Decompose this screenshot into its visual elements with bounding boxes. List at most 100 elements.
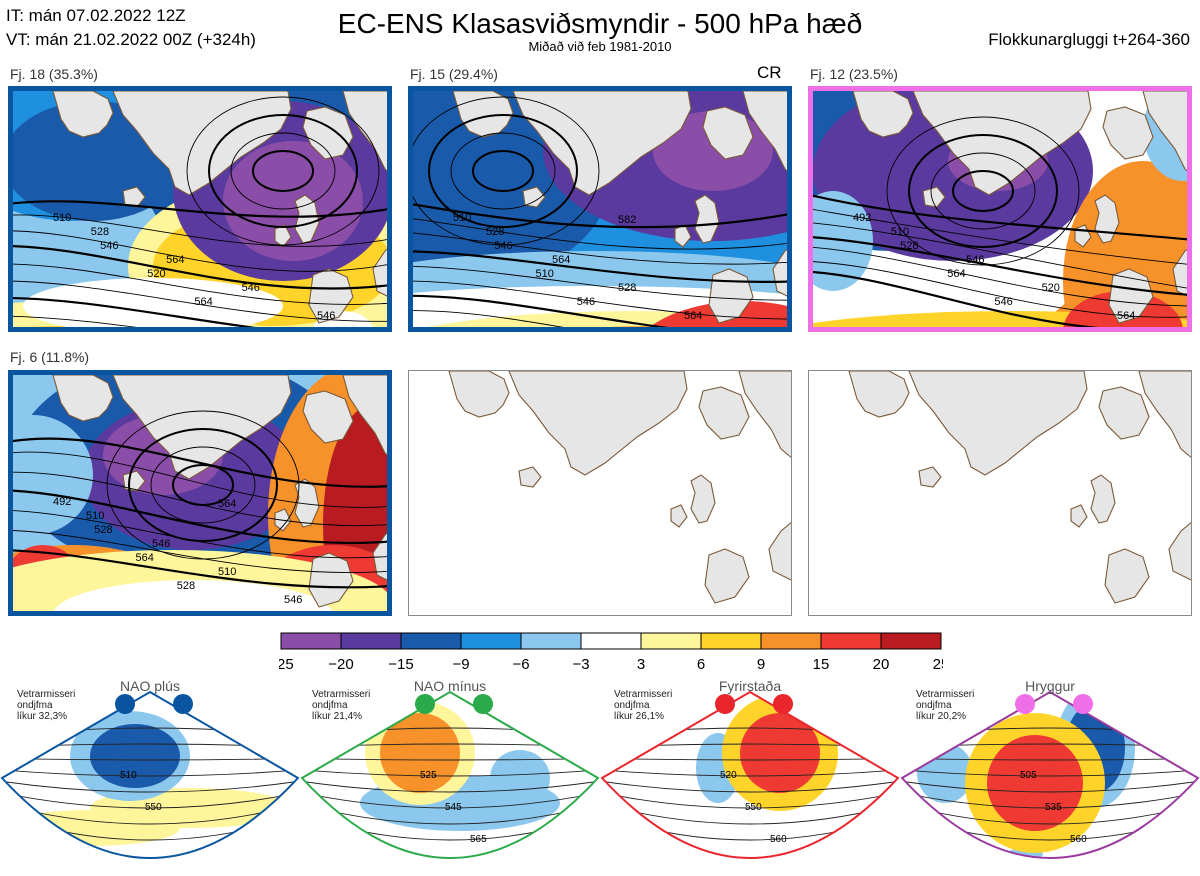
land-shape (452, 91, 514, 138)
regime-contour-label: 505 (1020, 770, 1037, 781)
land-shape (1168, 521, 1191, 581)
regime-contour-label: 535 (1045, 802, 1062, 813)
land-shape (922, 186, 946, 208)
contour-label: 546 (494, 240, 512, 252)
colorbar-tick-label: −20 (328, 656, 353, 673)
low-contour (208, 114, 358, 228)
land-shape (342, 91, 387, 172)
height-contour (813, 236, 1187, 296)
low-contour (128, 428, 278, 542)
anomaly-area (53, 580, 333, 611)
regime-contour-label: 565 (470, 834, 487, 845)
anomaly-area (223, 141, 363, 261)
land-shape (694, 194, 720, 244)
colorbar-tick-label: 9 (757, 656, 765, 673)
cluster-label-4: Fj. 6 (11.8%) (10, 349, 90, 365)
low-contour (172, 464, 234, 506)
land-shape (704, 548, 750, 604)
colorbar-tick-label: 20 (873, 656, 890, 673)
contour-label: 520 (147, 268, 165, 280)
land-shape (52, 91, 114, 138)
height-contour (13, 214, 387, 247)
land-shape (908, 371, 1088, 476)
colorbar-bin (700, 632, 762, 650)
land-shape (122, 186, 146, 208)
regime-probability: líkur 32,3% (17, 711, 68, 722)
height-contour (413, 250, 787, 283)
regime-nao-plus: NAO plús Vetrarmisseri ondjfma líkur 32,… (0, 678, 300, 871)
regime-contour (902, 767, 1198, 777)
regime-contour-label: 550 (745, 802, 762, 813)
land-shape (302, 390, 354, 444)
initial-time: IT: mán 07.02.2022 12Z (6, 6, 186, 25)
regime-title: Hryggur (1025, 678, 1075, 694)
contour-label: 564 (947, 268, 965, 280)
height-contour (13, 530, 387, 573)
contour-label: 510 (536, 268, 554, 280)
land-shape (698, 386, 750, 440)
regime-contour (602, 787, 898, 809)
contour-label: 564 (218, 498, 236, 510)
height-contour (13, 489, 387, 545)
land-shape (448, 371, 510, 418)
height-contour (13, 263, 387, 305)
height-contour (413, 265, 787, 301)
regime-contour-label: 550 (145, 802, 162, 813)
contour-label: 492 (53, 496, 71, 508)
height-contour (413, 310, 565, 327)
low-contour (952, 170, 1014, 212)
regime-contour-label: 520 (720, 770, 737, 781)
cr-label: CR (757, 63, 782, 82)
regime-dot (173, 694, 193, 714)
land-shape (1138, 371, 1191, 459)
low-contour (886, 116, 1080, 266)
regime-anomaly (380, 713, 460, 793)
regime-title: Fyrirstaða (718, 678, 782, 694)
regime-dot (1073, 694, 1093, 714)
low-contour (450, 132, 556, 210)
contour-label: 492 (853, 212, 871, 224)
anomaly-colorbar: −25 −20 −15 −9 −6 −3 3 6 9 15 20 25 (268, 632, 949, 678)
land-shape (512, 91, 692, 196)
regime-title: NAO mínus (413, 678, 487, 694)
regime-contour-label: 560 (770, 834, 787, 845)
cluster-map-1: 510 528 546 564 520 546 564 546 (8, 86, 392, 332)
colorbar-tick-label: −9 (452, 656, 469, 673)
contour-label: 510 (218, 566, 236, 578)
land-shape (742, 91, 787, 172)
height-contour (13, 437, 387, 488)
colorbar-tick-label: 6 (697, 656, 705, 673)
cluster-map-2: 510 528 546 564 510 528 546 564 582 (408, 86, 792, 332)
land-shape (508, 371, 688, 476)
contour-label: 564 (1117, 310, 1135, 322)
colorbar-bin (820, 632, 882, 650)
regime-contour (302, 777, 598, 793)
contour-label: 528 (486, 226, 504, 238)
regime-probability: líkur 20,2% (916, 711, 967, 722)
low-contour (472, 150, 534, 192)
land-shape (1102, 106, 1154, 160)
regime-contour (2, 787, 298, 809)
empty-map-1 (408, 370, 792, 616)
low-contour (413, 96, 600, 246)
regime-dot (415, 694, 435, 714)
regime-contour-label: 510 (120, 770, 137, 781)
regime-title: NAO plús (120, 678, 180, 694)
land-shape (1104, 548, 1150, 604)
height-contour (13, 451, 387, 508)
regime-note: Vetrarmisseri ondjfma líkur 20,2% (916, 689, 974, 722)
regime-blocking: Fyrirstaða Vetrarmisseri ondjfma líkur 2… (600, 678, 900, 871)
regime-ridge: Hryggur Vetrarmisseri ondjfma líkur 20,2… (900, 678, 1200, 871)
regime-contour (2, 767, 298, 777)
contour-label: 528 (618, 282, 636, 294)
land-shape (274, 224, 292, 248)
height-contour (413, 203, 787, 229)
regime-contour (2, 777, 298, 793)
colorbar-bin (400, 632, 462, 650)
colorbar-bin (880, 632, 942, 650)
regime-contour (302, 787, 598, 809)
regime-anomaly (740, 713, 820, 793)
regime-frame (900, 690, 1200, 859)
contour-label: 546 (577, 296, 595, 308)
regime-anomaly (90, 724, 180, 788)
